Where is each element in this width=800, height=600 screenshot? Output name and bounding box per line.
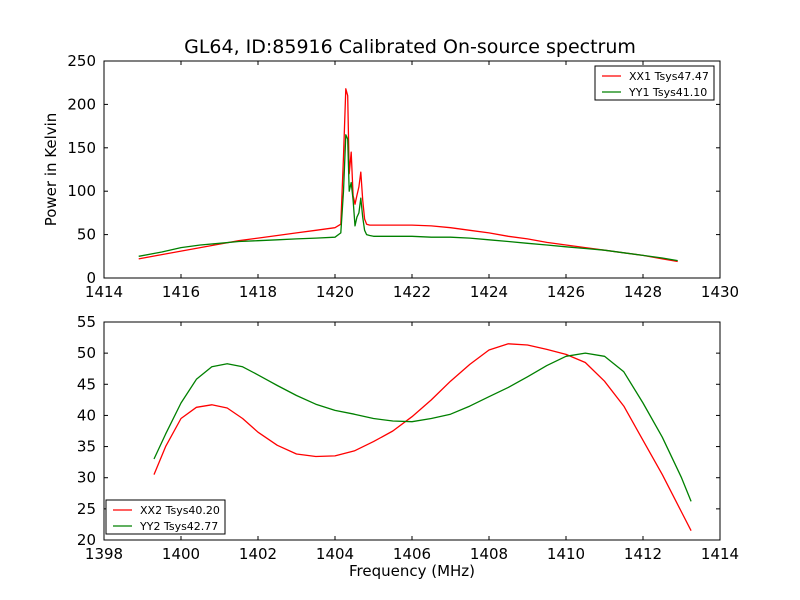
legend-box xyxy=(594,65,715,101)
y-tick-label: 40 xyxy=(77,406,96,424)
x-tick-label: 1426 xyxy=(547,283,585,301)
legend: XX1 Tsys47.47 YY1 Tsys41.10 xyxy=(594,65,715,101)
top-spectrum-panel: 1414 1416 1418 1420 1422 1424 1426 1428 1430 0 50 1… xyxy=(42,52,739,301)
x-tick-label: 1398 xyxy=(85,545,123,563)
x-tick-label: 1400 xyxy=(162,545,200,563)
x-tick-label: 1430 xyxy=(701,283,739,301)
legend-entry-2: YY2 Tsys42.77 xyxy=(139,520,218,533)
y-tick-label: 150 xyxy=(67,139,96,157)
x-tick-label: 1406 xyxy=(393,545,431,563)
series-line-2 xyxy=(138,134,678,262)
x-tick-label: 1416 xyxy=(162,283,200,301)
x-axis-label: Frequency (MHz) xyxy=(349,562,475,580)
y-tick-label: 55 xyxy=(77,313,96,331)
legend-entry-1: XX1 Tsys47.47 xyxy=(629,70,709,83)
y-tick-label: 35 xyxy=(77,438,96,456)
y-tick-label: 25 xyxy=(77,500,96,518)
x-tick-label: 1408 xyxy=(470,545,508,563)
y-tick-label: 50 xyxy=(77,226,96,244)
series-line-2 xyxy=(153,352,692,502)
y-tick-label: 45 xyxy=(77,375,96,393)
legend-box xyxy=(105,499,226,535)
chart-title: GL64, ID:85916 Calibrated On-source spec… xyxy=(184,36,636,58)
x-tick-label: 1420 xyxy=(316,283,354,301)
legend: XX2 Tsys40.20 YY2 Tsys42.77 xyxy=(105,499,226,535)
y-tick-label: 30 xyxy=(77,469,96,487)
x-tick-label: 1410 xyxy=(547,545,585,563)
series-line-1 xyxy=(138,88,678,263)
series-line-1 xyxy=(153,343,692,531)
y-tick-label: 100 xyxy=(67,182,96,200)
x-tick-label: 1414 xyxy=(701,545,739,563)
x-tick-label: 1402 xyxy=(239,545,277,563)
bottom-spectrum-panel: 1398 1400 1402 1404 1406 1408 1410 1412 1414 20 25… xyxy=(77,313,739,580)
y-tick-label: 50 xyxy=(77,344,96,362)
x-tick-label: 1412 xyxy=(624,545,662,563)
x-tick-label: 1404 xyxy=(316,545,354,563)
y-tick-label: 250 xyxy=(67,52,96,70)
y-tick-label: 20 xyxy=(77,531,96,549)
y-tick-label: 0 xyxy=(86,269,96,287)
x-tick-label: 1428 xyxy=(624,283,662,301)
legend-entry-2: YY1 Tsys41.10 xyxy=(628,86,707,99)
y-axis-label: Power in Kelvin xyxy=(42,113,60,227)
legend-entry-1: XX2 Tsys40.20 xyxy=(140,504,220,517)
x-tick-label: 1422 xyxy=(393,283,431,301)
x-tick-label: 1424 xyxy=(470,283,508,301)
x-tick-label: 1414 xyxy=(85,283,123,301)
x-tick-label: 1418 xyxy=(239,283,277,301)
y-tick-label: 200 xyxy=(67,95,96,113)
